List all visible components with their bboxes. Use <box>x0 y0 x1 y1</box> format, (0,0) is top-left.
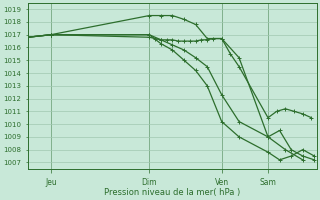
X-axis label: Pression niveau de la mer( hPa ): Pression niveau de la mer( hPa ) <box>104 188 241 197</box>
